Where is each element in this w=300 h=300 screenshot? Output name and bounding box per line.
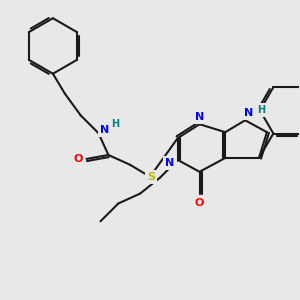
Text: N: N [100, 125, 109, 135]
Text: N: N [195, 112, 204, 122]
Text: H: H [257, 105, 265, 116]
Text: S: S [147, 172, 155, 182]
Text: H: H [111, 119, 119, 129]
Text: O: O [195, 197, 204, 208]
Text: O: O [74, 154, 83, 164]
Text: N: N [165, 158, 174, 168]
Text: N: N [244, 108, 254, 118]
